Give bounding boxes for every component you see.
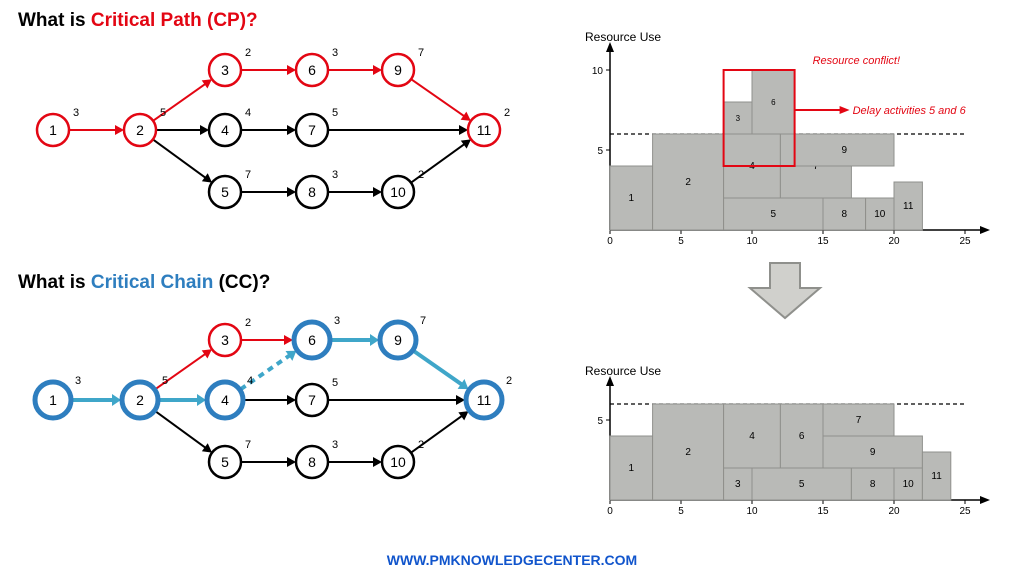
svg-text:6: 6 — [771, 98, 776, 107]
cp-resource-chart: 05101520255101234567891011Resource UseTi… — [570, 30, 990, 245]
svg-text:3: 3 — [332, 439, 338, 451]
svg-text:8: 8 — [870, 479, 876, 490]
svg-text:15: 15 — [817, 236, 829, 245]
svg-text:5: 5 — [597, 416, 603, 427]
svg-text:1: 1 — [49, 122, 57, 138]
svg-text:2: 2 — [685, 177, 691, 188]
svg-text:1: 1 — [629, 193, 635, 204]
svg-text:3: 3 — [736, 114, 741, 123]
svg-text:10: 10 — [746, 236, 758, 245]
svg-text:22: 22 — [914, 243, 932, 245]
svg-text:3: 3 — [334, 315, 340, 327]
svg-text:2: 2 — [504, 107, 510, 119]
svg-text:2: 2 — [418, 169, 424, 181]
svg-text:10: 10 — [746, 506, 758, 515]
footer-text: WWW.PMKNOWLEDGECENTER.COM — [387, 552, 637, 568]
svg-text:7: 7 — [308, 122, 316, 138]
svg-text:7: 7 — [418, 47, 424, 59]
svg-text:6: 6 — [308, 62, 316, 78]
svg-text:Resource Use: Resource Use — [585, 364, 661, 378]
svg-text:1: 1 — [629, 463, 635, 474]
svg-text:5: 5 — [799, 479, 805, 490]
svg-text:10: 10 — [903, 479, 915, 490]
footer-link[interactable]: WWW.PMKNOWLEDGECENTER.COM — [0, 552, 1024, 568]
svg-text:10: 10 — [874, 209, 886, 220]
svg-text:Delay activities 5 and 6: Delay activities 5 and 6 — [853, 105, 967, 117]
svg-text:5: 5 — [162, 375, 168, 387]
svg-text:5: 5 — [332, 377, 338, 389]
svg-text:3: 3 — [735, 479, 741, 490]
svg-text:7: 7 — [420, 315, 426, 327]
svg-text:3: 3 — [221, 332, 229, 348]
svg-text:25: 25 — [959, 236, 971, 245]
svg-text:2: 2 — [136, 392, 144, 408]
svg-text:24: 24 — [942, 513, 960, 515]
svg-text:5: 5 — [160, 107, 166, 119]
svg-text:6: 6 — [799, 431, 805, 442]
svg-text:8: 8 — [308, 454, 316, 470]
svg-text:1: 1 — [49, 392, 57, 408]
svg-text:2: 2 — [506, 375, 512, 387]
svg-text:3: 3 — [73, 107, 79, 119]
svg-text:Resource Use: Resource Use — [585, 30, 661, 44]
svg-text:5: 5 — [332, 107, 338, 119]
svg-text:4: 4 — [245, 107, 251, 119]
svg-text:11: 11 — [931, 471, 942, 482]
svg-text:2: 2 — [418, 439, 424, 451]
svg-text:0: 0 — [607, 236, 613, 245]
svg-text:15: 15 — [817, 506, 829, 515]
svg-text:10: 10 — [390, 184, 406, 200]
svg-text:7: 7 — [245, 439, 251, 451]
svg-text:3: 3 — [221, 62, 229, 78]
svg-text:25: 25 — [959, 506, 971, 515]
svg-text:5: 5 — [221, 454, 229, 470]
svg-text:10: 10 — [390, 454, 406, 470]
svg-text:8: 8 — [308, 184, 316, 200]
svg-text:7: 7 — [308, 392, 316, 408]
svg-text:7: 7 — [856, 415, 862, 426]
transition-arrow-icon — [740, 258, 830, 328]
svg-text:7: 7 — [245, 169, 251, 181]
svg-text:5: 5 — [597, 146, 603, 157]
svg-text:5: 5 — [678, 236, 684, 245]
svg-text:4: 4 — [247, 375, 253, 387]
svg-text:11: 11 — [477, 122, 492, 138]
svg-text:10: 10 — [592, 66, 604, 77]
svg-text:6: 6 — [308, 332, 316, 348]
svg-text:20: 20 — [888, 506, 900, 515]
svg-text:5: 5 — [678, 506, 684, 515]
svg-text:2: 2 — [245, 317, 251, 329]
svg-text:4: 4 — [221, 122, 229, 138]
svg-text:20: 20 — [888, 236, 900, 245]
cc-resource-chart: 051015202551234567891011Resource UseTime… — [570, 330, 990, 515]
svg-text:11: 11 — [477, 392, 492, 408]
svg-text:11: 11 — [903, 201, 914, 212]
svg-text:2: 2 — [136, 122, 144, 138]
svg-text:9: 9 — [394, 62, 402, 78]
svg-text:9: 9 — [394, 332, 402, 348]
svg-text:5: 5 — [771, 209, 777, 220]
svg-text:Resource conflict!: Resource conflict! — [813, 55, 900, 67]
svg-text:2: 2 — [245, 47, 251, 59]
svg-text:4: 4 — [221, 392, 229, 408]
svg-text:9: 9 — [870, 447, 876, 458]
svg-text:3: 3 — [75, 375, 81, 387]
svg-text:8: 8 — [842, 209, 848, 220]
svg-text:9: 9 — [842, 145, 848, 156]
svg-text:2: 2 — [685, 447, 691, 458]
svg-text:3: 3 — [332, 169, 338, 181]
svg-text:0: 0 — [607, 506, 613, 515]
svg-text:5: 5 — [221, 184, 229, 200]
svg-text:3: 3 — [332, 47, 338, 59]
svg-text:4: 4 — [749, 431, 755, 442]
